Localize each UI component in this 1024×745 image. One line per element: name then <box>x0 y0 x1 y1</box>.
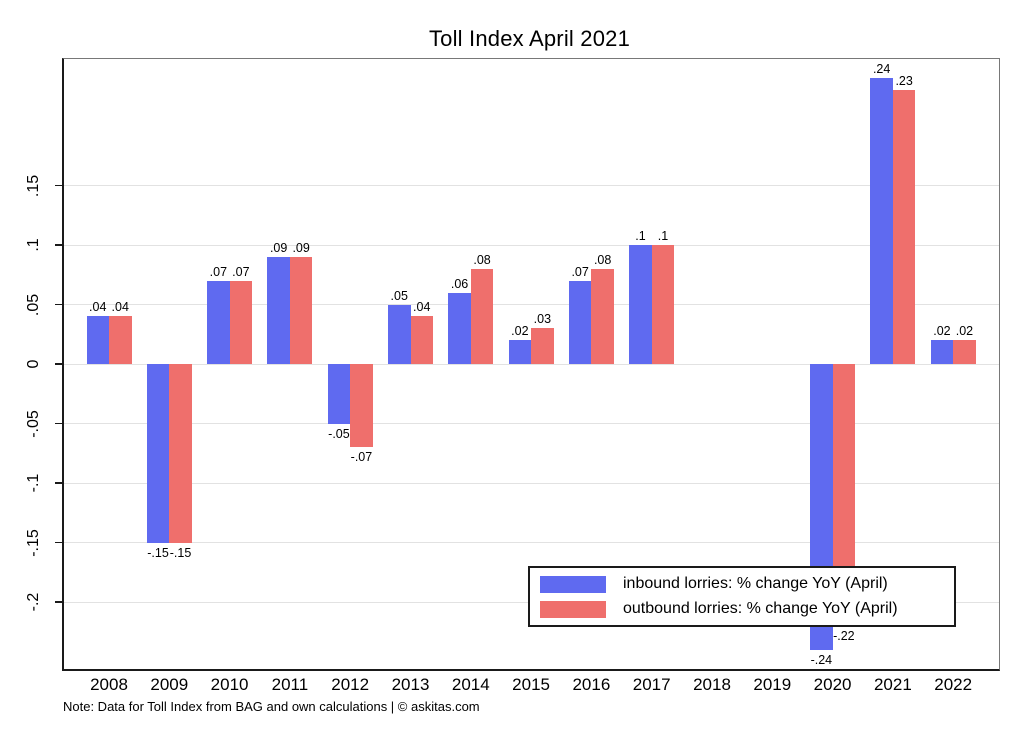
x-axis-label-2015: 2015 <box>512 675 550 694</box>
x-axis-label-2021: 2021 <box>873 675 912 694</box>
x-axis-label-2016: 2016 <box>572 675 611 694</box>
x-axis-label-2011: 2011 <box>271 675 309 694</box>
bar-inbound-2009 <box>146 364 170 543</box>
y-axis-tick <box>55 184 64 187</box>
bar-outbound-2015 <box>531 328 554 364</box>
bar-value-label-inbound-2014: .06 <box>450 276 469 291</box>
y-axis-label-text: .15 <box>25 174 42 197</box>
bar-outbound-2012 <box>350 364 373 448</box>
bar-outbound-2016 <box>591 268 614 364</box>
x-axis-label-2008: 2008 <box>90 675 128 694</box>
bar-inbound-2010 <box>207 280 230 364</box>
bar-value-label-inbound-2010: .07 <box>209 264 228 279</box>
bar-outbound-2022 <box>953 340 976 364</box>
y-axis-label-text: .05 <box>25 293 42 316</box>
y-axis-label-text: -.2 <box>25 592 42 612</box>
bar-value-label-outbound-2010: .07 <box>232 264 250 279</box>
bar-inbound-2008 <box>86 316 109 364</box>
bar-value-label-inbound-2009: -.15 <box>147 545 169 560</box>
bar-inbound-2011 <box>267 256 290 364</box>
gridline--.15 <box>64 542 999 543</box>
chart-title: Toll Index April 2021 <box>428 26 631 51</box>
bar-outbound-2013 <box>410 316 433 364</box>
bar-value-label-outbound-2011: .09 <box>292 240 310 255</box>
bar-inbound-2016 <box>568 280 592 364</box>
bar-inbound-2015 <box>508 340 532 364</box>
bar-value-label-inbound-2016: .07 <box>571 264 589 279</box>
bar-outbound-2008 <box>109 316 132 364</box>
gridline-.15 <box>64 185 999 186</box>
bar-outbound-2017 <box>651 245 675 364</box>
y-axis-tick <box>55 601 64 603</box>
bar-value-label-inbound-2020: -.24 <box>810 652 833 667</box>
bar-value-label-inbound-2011: .09 <box>269 240 288 255</box>
bar-value-label-inbound-2022: .02 <box>933 324 951 339</box>
bar-outbound-2020 <box>832 364 856 626</box>
bar-value-label-inbound-2012: -.05 <box>328 426 350 441</box>
bar-value-label-inbound-2017: .1 <box>635 229 646 243</box>
bar-value-label-outbound-2012: -.07 <box>350 450 373 465</box>
bar-inbound-2022 <box>930 340 954 364</box>
y-axis-tick <box>55 363 64 365</box>
x-axis-label-2017: 2017 <box>632 675 671 694</box>
y-axis-label-text: .1 <box>25 238 42 252</box>
bar-value-label-outbound-2020: -.22 <box>833 628 855 643</box>
y-axis-tick <box>55 541 64 544</box>
bar-inbound-2021 <box>870 78 893 364</box>
bar-value-label-inbound-2013: .05 <box>390 288 408 303</box>
y-axis-label-text: -.15 <box>25 528 42 557</box>
x-axis-label-2010: 2010 <box>210 675 249 694</box>
bar-outbound-2009 <box>169 364 192 543</box>
bar-value-label-outbound-2008: .04 <box>111 300 129 315</box>
bar-inbound-2017 <box>629 245 652 364</box>
bar-value-label-outbound-2016: .08 <box>593 252 612 267</box>
legend-item-outbound: outbound lorries: % change YoY (April) <box>530 600 954 618</box>
legend: inbound lorries: % change YoY (April) ou… <box>528 566 956 627</box>
x-axis-label-2019: 2019 <box>753 675 792 694</box>
x-axis-label-2009: 2009 <box>150 675 189 694</box>
bar-value-label-outbound-2014: .08 <box>473 252 491 267</box>
x-axis-label-2013: 2013 <box>391 675 430 694</box>
legend-item-inbound: inbound lorries: % change YoY (April) <box>530 575 954 593</box>
bar-value-label-inbound-2015: .02 <box>511 324 529 339</box>
source-note: Note: Data for Toll Index from BAG and o… <box>63 699 480 714</box>
bar-value-label-inbound-2008: .04 <box>89 300 107 315</box>
bar-inbound-2014 <box>448 292 471 364</box>
outbound-legend-label: outbound lorries: % change YoY (April) <box>623 600 898 617</box>
bar-outbound-2010 <box>229 280 253 364</box>
y-axis-label-text: -.05 <box>25 409 42 438</box>
bar-outbound-2021 <box>892 90 916 364</box>
y-axis-tick <box>55 244 64 246</box>
bar-value-label-inbound-2021: .24 <box>872 62 891 77</box>
y-axis-tick <box>55 303 64 306</box>
bar-value-label-outbound-2022: .02 <box>955 324 974 339</box>
bar-inbound-2013 <box>388 304 411 364</box>
gridline-.1 <box>64 244 999 246</box>
bar-value-label-outbound-2017: .1 <box>657 229 669 243</box>
bar-value-label-outbound-2013: .04 <box>413 300 431 315</box>
inbound-swatch-icon <box>540 575 606 593</box>
x-axis-label-2020: 2020 <box>813 675 852 694</box>
x-axis-label-2018: 2018 <box>693 675 731 694</box>
y-axis-label-text: -.1 <box>25 473 42 493</box>
gridline-.05 <box>64 304 999 305</box>
gridline-0 <box>64 363 999 365</box>
y-axis-label-text: 0 <box>25 359 42 369</box>
y-axis-tick <box>55 422 64 425</box>
bar-outbound-2014 <box>470 268 494 364</box>
bar-value-label-outbound-2009: -.15 <box>169 545 192 560</box>
outbound-swatch-icon <box>540 600 606 618</box>
gridline--.1 <box>64 482 999 484</box>
gridline--.05 <box>64 423 999 424</box>
inbound-legend-label: inbound lorries: % change YoY (April) <box>623 575 888 592</box>
x-axis-label-2022: 2022 <box>934 675 973 694</box>
x-axis-label-2014: 2014 <box>451 675 490 694</box>
bar-value-label-outbound-2021: .23 <box>895 74 913 89</box>
x-axis-label-2012: 2012 <box>331 675 370 694</box>
y-axis-tick <box>55 482 64 484</box>
bar-inbound-2012 <box>327 364 351 424</box>
bar-value-label-outbound-2015: .03 <box>533 312 552 327</box>
bar-outbound-2011 <box>289 256 313 364</box>
